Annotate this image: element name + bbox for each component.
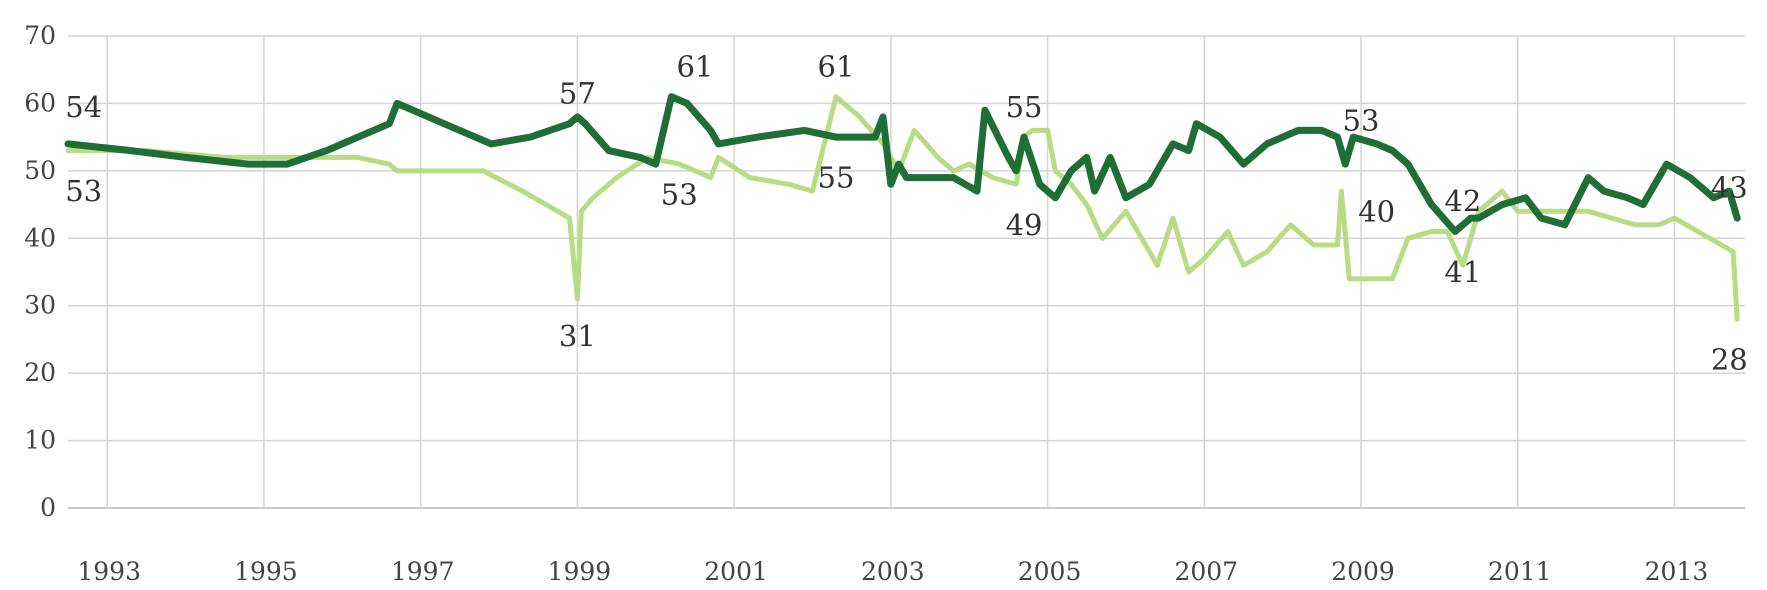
series-line-light-green [65,94,1740,322]
x-tick-label: 1997 [391,557,455,586]
x-tick-label: 2005 [1018,557,1082,586]
y-tick-label: 20 [24,358,56,387]
data-label: 61 [818,49,855,83]
grid [68,35,1745,509]
x-tick-label: 2011 [1488,557,1552,586]
x-tick-label: 2003 [861,557,925,586]
data-label: 49 [1006,208,1043,242]
data-labels: 54 53 57 31 61 53 61 55 55 49 53 40 42 41 43 28 [65,49,1748,376]
data-label: 61 [676,49,713,83]
data-label: 41 [1444,255,1481,289]
x-tick-label: 1995 [234,557,298,586]
x-tick-label: 2001 [704,557,768,586]
y-tick-label: 70 [24,21,56,50]
data-label: 57 [559,76,596,110]
data-label: 42 [1444,184,1481,218]
y-tick-label: 0 [40,493,56,522]
y-tick-label: 40 [24,223,56,252]
data-label: 55 [1006,90,1043,124]
x-tick-label: 1993 [77,557,141,586]
x-tick-label: 2013 [1645,557,1709,586]
y-tick-label: 10 [24,426,56,455]
y-tick-label: 50 [24,156,56,185]
x-tick-label: 2009 [1331,557,1395,586]
x-tick-label: 2007 [1174,557,1238,586]
series-lines [64,93,1741,322]
x-tick-label: 1999 [548,557,612,586]
data-label: 53 [1343,103,1380,137]
data-label: 55 [818,161,855,195]
data-label: 43 [1711,171,1748,205]
data-label: 53 [661,177,698,211]
series-line-dark-green [64,93,1741,235]
data-label: 54 [65,90,102,124]
data-label: 40 [1358,194,1395,228]
data-label: 28 [1711,343,1748,377]
data-label: 31 [559,319,596,353]
y-tick-label: 60 [24,88,56,117]
axis-ticks: 0 10 20 30 40 50 60 70 1993 1995 1997 1999 2001 2003 2… [24,21,1708,586]
data-label: 53 [65,174,102,208]
y-tick-label: 30 [24,291,56,320]
